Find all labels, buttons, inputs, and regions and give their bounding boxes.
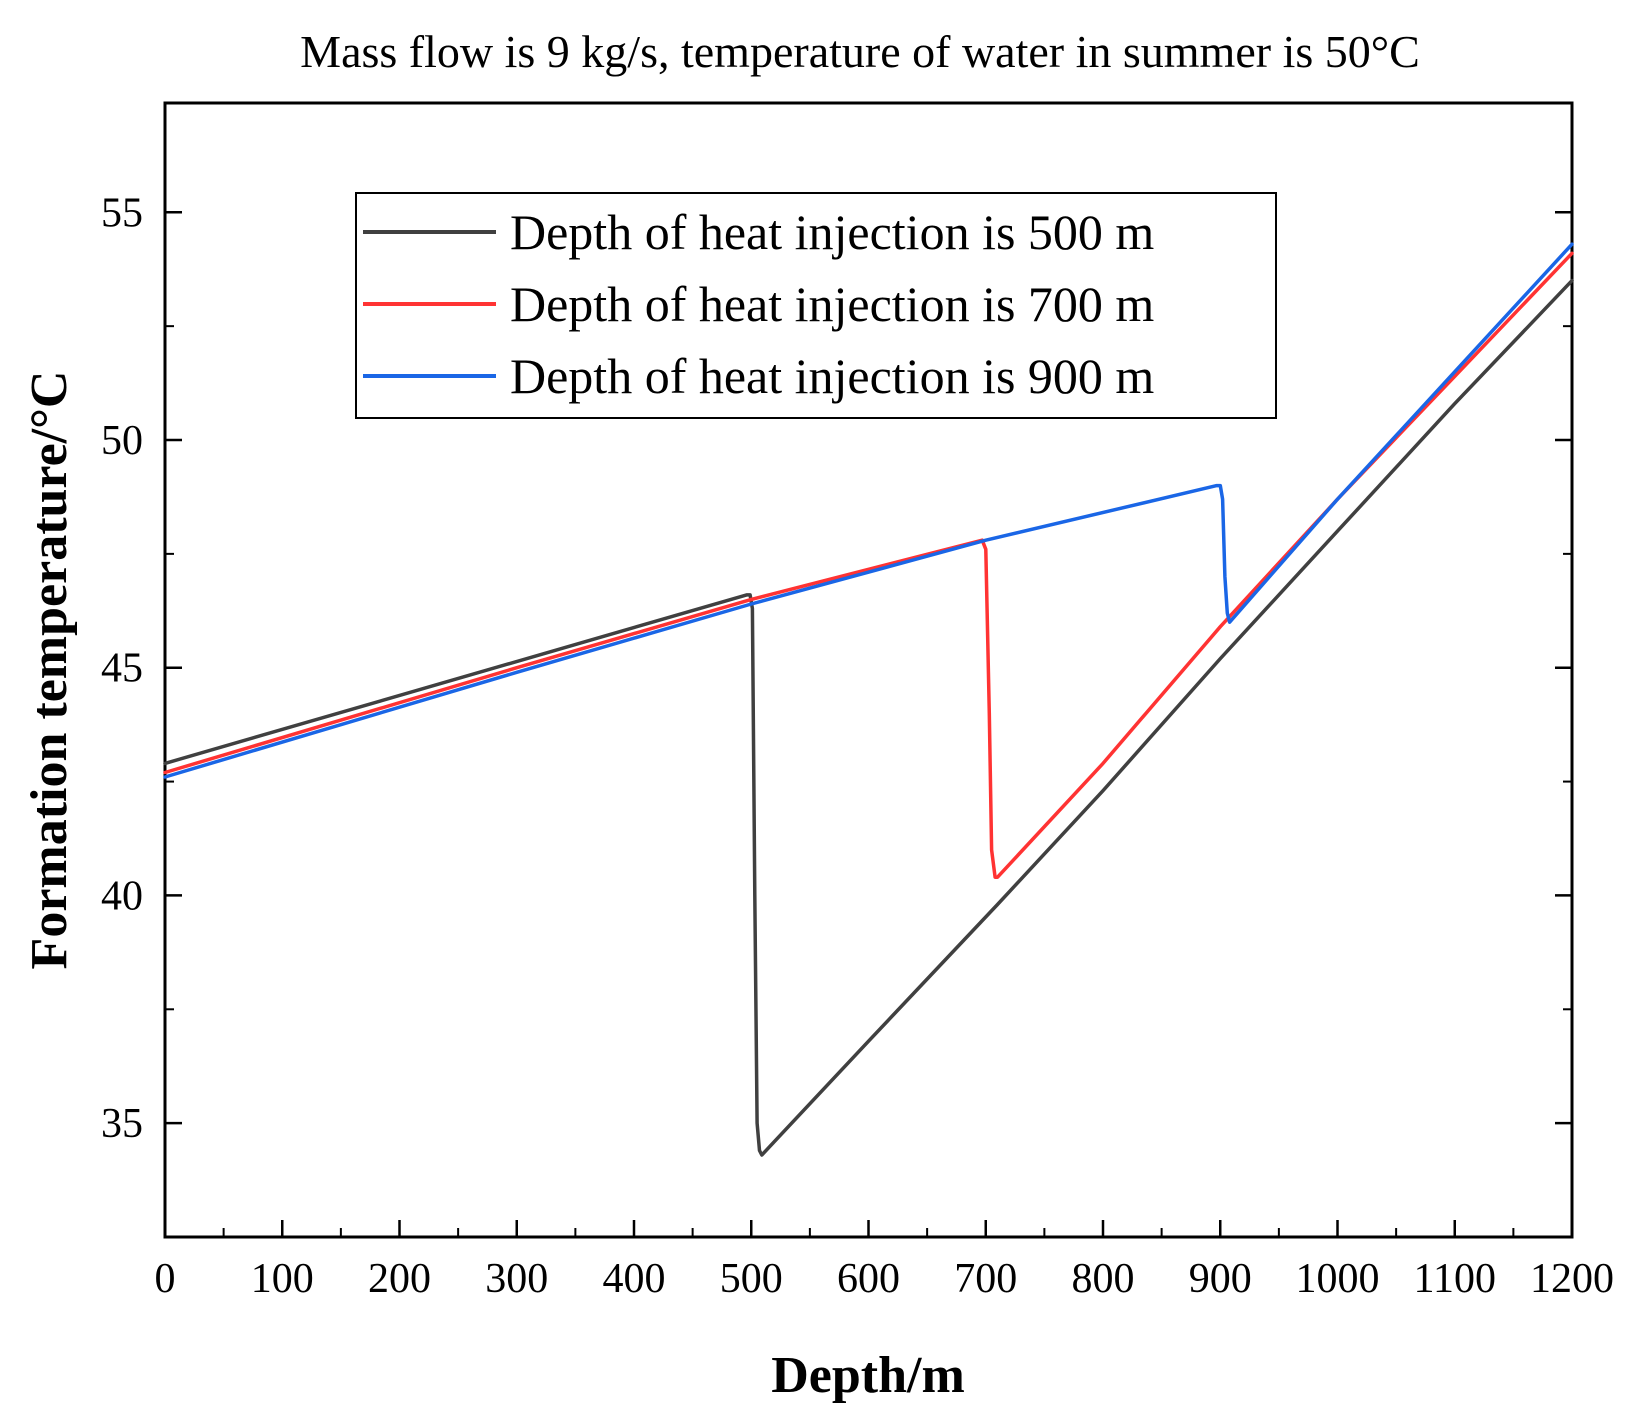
- y-tick-label: 45: [101, 646, 143, 692]
- legend-label-1: Depth of heat injection is 500 m: [510, 204, 1154, 260]
- y-tick-label: 50: [101, 418, 143, 464]
- y-tick-label: 55: [101, 190, 143, 236]
- x-tick-label: 100: [251, 1256, 314, 1302]
- chart-title: Mass flow is 9 kg/s, temperature of wate…: [300, 26, 1420, 77]
- x-tick-label: 300: [485, 1256, 548, 1302]
- x-tick-label: 0: [155, 1256, 176, 1302]
- x-tick-label: 1000: [1296, 1256, 1380, 1302]
- data-series: [163, 242, 1574, 1157]
- x-tick-label: 900: [1189, 1256, 1252, 1302]
- x-tick-label: 1100: [1414, 1256, 1496, 1302]
- legend-label-3: Depth of heat injection is 900 m: [510, 348, 1154, 404]
- x-axis-label: Depth/m: [771, 1347, 965, 1404]
- x-axis-ticks: 0 100 200 300 400 500 600 700 800 900 1000 1100 1200: [155, 1220, 1614, 1302]
- legend-label-2: Depth of heat injection is 700 m: [510, 276, 1154, 332]
- x-tick-label: 600: [837, 1256, 900, 1302]
- x-tick-label: 200: [368, 1256, 431, 1302]
- x-tick-label: 700: [954, 1256, 1017, 1302]
- legend-box: [355, 192, 1277, 419]
- y-tick-label: 40: [101, 873, 143, 919]
- x-tick-label: 1200: [1530, 1256, 1614, 1302]
- legend: Depth of heat injection is 500 m Depth of…: [355, 192, 1277, 419]
- y-axis-ticks: 35 40 45 50 55: [101, 190, 1572, 1238]
- x-tick-label: 400: [603, 1256, 666, 1302]
- x-tick-label: 500: [720, 1256, 783, 1302]
- legend-items: Depth of heat injection is 500 m Depth of…: [363, 204, 1154, 404]
- y-axis-label: Formation temperature/°C: [21, 371, 78, 970]
- series-line-3: [163, 242, 1574, 779]
- x-tick-label: 800: [1072, 1256, 1135, 1302]
- y-tick-label: 35: [101, 1101, 143, 1147]
